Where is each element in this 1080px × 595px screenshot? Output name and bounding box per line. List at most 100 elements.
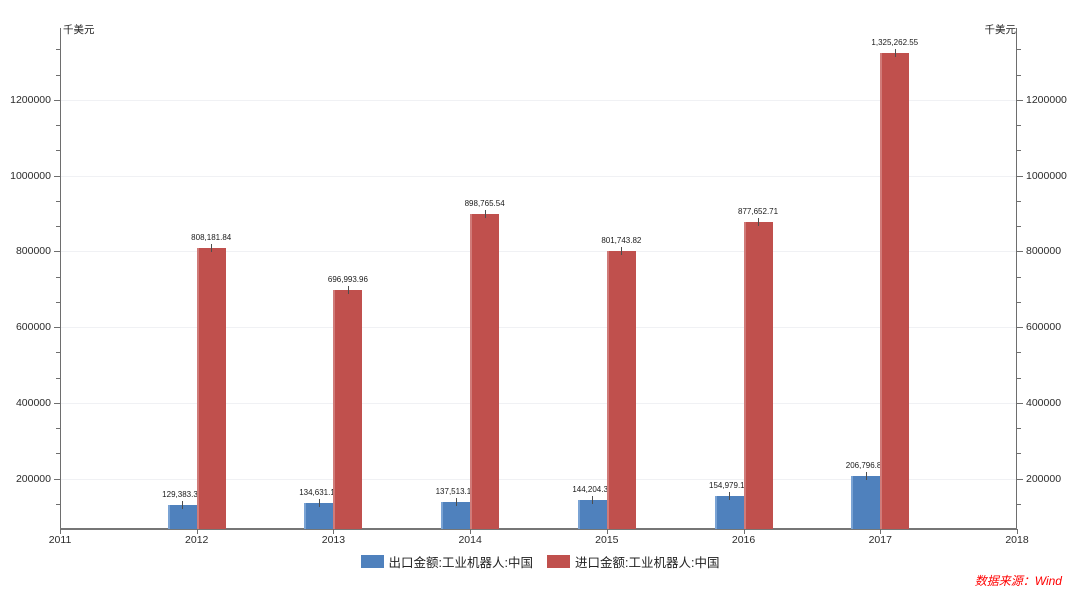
- y-tick-label: 600000: [1026, 321, 1062, 334]
- y-tick-label: 1000000: [1026, 169, 1067, 182]
- y-tick-label: 800000: [1026, 245, 1062, 258]
- y-axis-unit-left: 千美元: [63, 24, 95, 36]
- bar-value-label: 206,796.80: [845, 460, 886, 470]
- x-tick-label-2017: 2017: [868, 534, 892, 546]
- y-tick: [56, 453, 60, 455]
- y-tick: [54, 99, 60, 101]
- bar-export-2015: [577, 499, 607, 529]
- y-tick: [56, 200, 60, 202]
- x-tick: [880, 529, 882, 534]
- y-tick-label: 400000: [15, 396, 51, 409]
- bar-label-leader: [484, 209, 486, 218]
- bar-export-2016: [714, 495, 744, 529]
- bar-export-2014: [441, 502, 471, 529]
- gridline: [60, 251, 1017, 253]
- y-tick: [56, 226, 60, 228]
- bar-value-label: 898,765.54: [464, 198, 505, 208]
- bar-label-leader: [347, 286, 349, 295]
- bar-value-label: 154,979.18: [709, 480, 750, 490]
- legend-label: 进口金额:工业机器人:中国: [575, 556, 720, 570]
- y-tick: [54, 251, 60, 253]
- bar-import-2014: [470, 213, 500, 529]
- x-tick: [743, 529, 745, 534]
- legend-item-export: 出口金额:工业机器人:中国: [360, 552, 533, 571]
- bar-import-2017: [880, 52, 910, 529]
- bar-import-2015: [606, 250, 636, 529]
- bar-label-leader: [182, 501, 184, 510]
- legend-swatch: [360, 555, 384, 568]
- bar-value-label: 134,631.11: [299, 488, 339, 498]
- x-tick-label-2015: 2015: [595, 534, 619, 546]
- y-tick: [1017, 251, 1023, 253]
- x-tick: [1017, 529, 1018, 534]
- y-tick: [56, 74, 60, 76]
- legend-label: 出口金额:工业机器人:中国: [388, 556, 533, 570]
- bar-label-leader: [621, 246, 623, 255]
- legend: 出口金额:工业机器人:中国 进口金额:工业机器人:中国: [0, 552, 1080, 571]
- y-tick: [1017, 402, 1023, 404]
- y-tick: [1017, 125, 1021, 127]
- y-tick: [1017, 352, 1021, 354]
- y-tick: [56, 150, 60, 152]
- bar-label-leader: [592, 495, 594, 504]
- bar-export-2012: [167, 505, 197, 529]
- x-tick-label-2018: 2018: [1005, 534, 1029, 546]
- x-tick-label-2011: 2011: [48, 534, 72, 546]
- y-tick: [54, 175, 60, 177]
- x-tick-label-2014: 2014: [458, 534, 482, 546]
- y-tick-label: 600000: [15, 321, 51, 334]
- y-tick: [54, 402, 60, 404]
- bar-label-leader: [865, 471, 867, 480]
- bar-label-leader: [729, 491, 731, 500]
- bar-import-2013: [333, 290, 363, 529]
- y-tick-label: 400000: [1026, 396, 1062, 409]
- y-axis-unit-right: 千美元: [984, 24, 1017, 36]
- y-tick: [1017, 377, 1021, 379]
- x-tick: [470, 529, 472, 534]
- bar-label-leader: [318, 499, 320, 508]
- y-tick: [1017, 175, 1023, 177]
- gridline: [60, 99, 1017, 101]
- y-axis-left: [60, 28, 61, 529]
- gridline: [60, 175, 1017, 177]
- gridline: [60, 402, 1017, 404]
- y-tick-label: 800000: [15, 245, 51, 258]
- bar-value-label: 877,652.71: [738, 206, 779, 216]
- x-axis-line: [60, 528, 1017, 530]
- source-note: 数据来源：Wind: [974, 574, 1062, 588]
- y-tick: [1017, 428, 1021, 430]
- bar-export-2017: [851, 475, 881, 529]
- y-tick: [1017, 226, 1021, 228]
- y-tick-label: 200000: [1026, 472, 1062, 485]
- bar-import-2016: [743, 221, 773, 529]
- x-tick-label-2013: 2013: [321, 534, 346, 546]
- bar-value-label: 137,513.16: [435, 487, 476, 497]
- y-tick: [1017, 301, 1021, 303]
- bar-value-label: 1,325,262.55: [871, 37, 919, 47]
- y-tick: [56, 428, 60, 430]
- x-tick: [60, 529, 61, 534]
- bar-label-leader: [894, 48, 896, 57]
- y-tick: [56, 503, 60, 505]
- x-tick: [606, 529, 608, 534]
- y-tick: [56, 377, 60, 379]
- bar-value-label: 808,181.84: [191, 233, 232, 243]
- y-tick-label: 200000: [15, 472, 51, 485]
- y-tick-label: 1200000: [10, 93, 51, 106]
- y-tick: [1017, 478, 1023, 480]
- bar-value-label: 144,204.30: [572, 484, 613, 494]
- x-tick: [333, 529, 335, 534]
- y-tick: [1017, 503, 1021, 505]
- plot-area: 200000 200000 400000 400000 600000 600000 8000…: [10, 28, 1067, 530]
- bar-label-leader: [211, 244, 213, 253]
- y-tick: [1017, 327, 1023, 329]
- legend-item-import: 进口金额:工业机器人:中国: [547, 552, 719, 571]
- bar-value-label: 696,993.96: [327, 275, 368, 285]
- y-tick: [1017, 74, 1021, 76]
- gridline: [60, 327, 1017, 329]
- y-tick: [54, 478, 60, 480]
- y-tick: [56, 49, 60, 51]
- y-tick-label: 1000000: [10, 169, 51, 182]
- bar-value-label: 801,743.82: [601, 235, 642, 245]
- y-tick: [56, 276, 60, 278]
